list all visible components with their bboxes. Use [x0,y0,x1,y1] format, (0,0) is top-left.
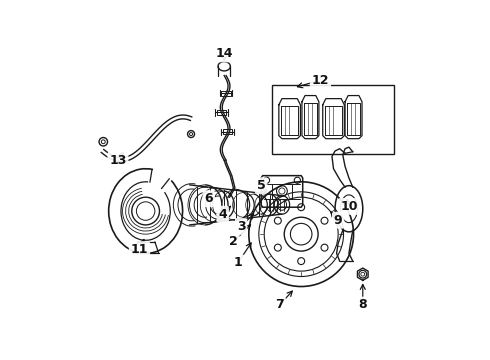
Bar [221,91,231,95]
Text: 4: 4 [218,208,227,221]
Text: 1: 1 [234,256,243,269]
Text: 8: 8 [359,298,367,311]
Text: 6: 6 [204,192,213,205]
Text: 2: 2 [229,235,238,248]
Bar [217,110,226,115]
Text: 7: 7 [275,298,284,311]
Text: 10: 10 [340,200,358,213]
Bar [272,85,393,154]
Text: 11: 11 [131,243,148,256]
Text: 13: 13 [109,154,126,167]
Text: 14: 14 [216,48,233,60]
Text: 3: 3 [237,220,245,233]
Bar [223,130,232,134]
Text: 9: 9 [334,214,343,227]
Text: 5: 5 [257,179,266,192]
Text: 12: 12 [312,74,329,87]
